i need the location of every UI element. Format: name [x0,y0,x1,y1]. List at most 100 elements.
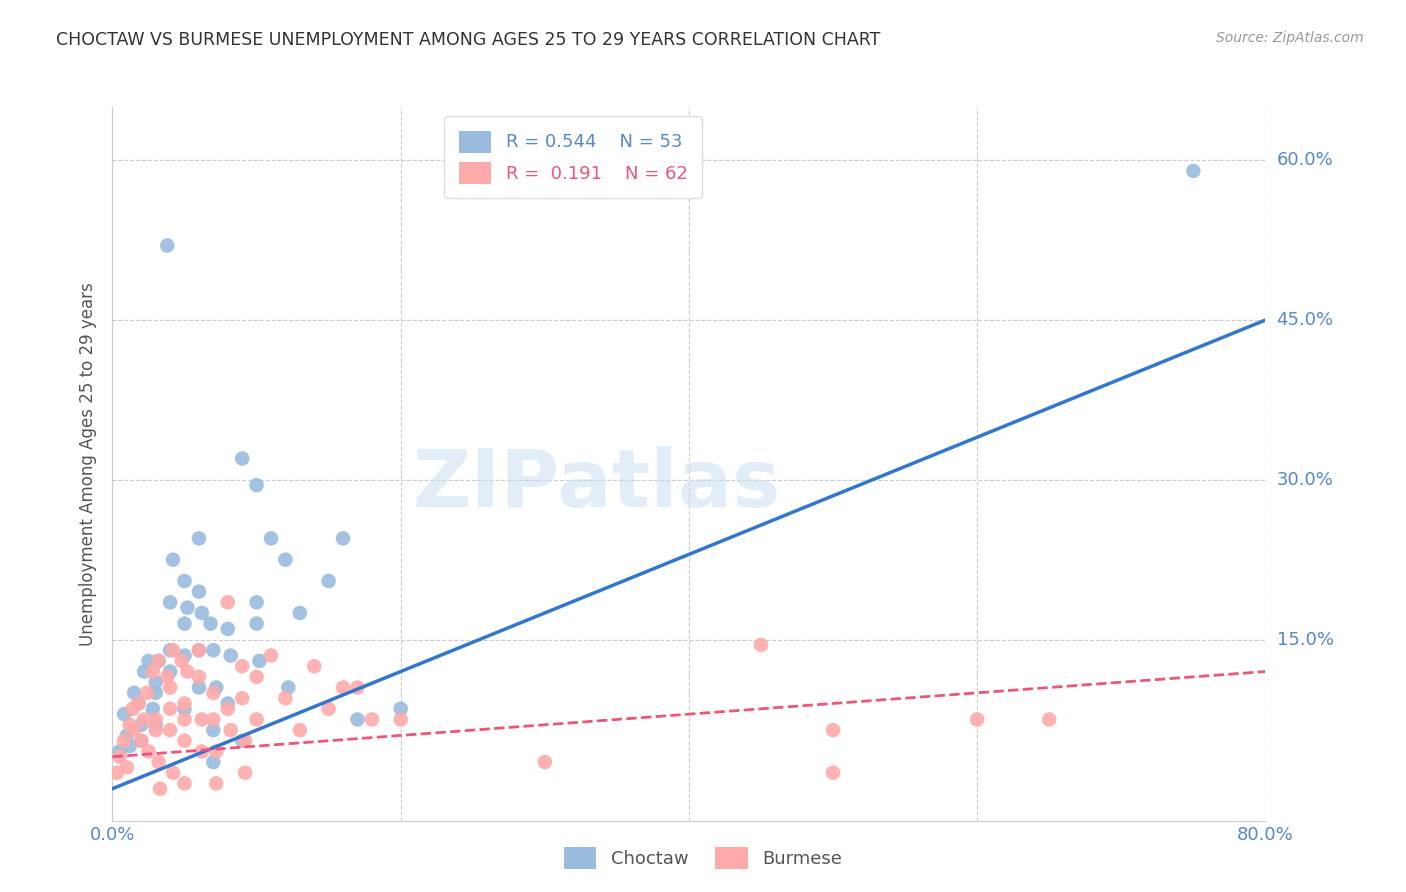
Point [533,755,555,769]
Point [173,574,195,588]
Point [188,643,211,657]
Point [159,665,181,679]
Point [173,648,195,663]
Point [332,532,354,546]
Point [159,643,181,657]
Point [173,713,195,727]
Point [1182,164,1205,178]
Point [389,713,412,727]
Point [173,697,195,711]
Point [188,681,211,695]
Point [115,760,138,774]
Point [205,776,228,790]
Point [217,622,239,636]
Point [274,691,297,706]
Point [219,648,242,663]
Point [156,670,179,684]
Point [176,665,198,679]
Point [389,702,412,716]
Point [127,697,149,711]
Text: 30.0%: 30.0% [1277,471,1333,489]
Point [129,718,153,732]
Point [304,659,326,673]
Point [191,606,214,620]
Point [245,616,267,631]
Text: CHOCTAW VS BURMESE UNEMPLOYMENT AMONG AGES 25 TO 29 YEARS CORRELATION CHART: CHOCTAW VS BURMESE UNEMPLOYMENT AMONG AG… [56,31,880,49]
Y-axis label: Unemployment Among Ages 25 to 29 years: Unemployment Among Ages 25 to 29 years [79,282,97,646]
Point [233,733,256,747]
Point [231,733,253,747]
Text: Source: ZipAtlas.com: Source: ZipAtlas.com [1216,31,1364,45]
Point [188,584,211,599]
Point [191,744,214,758]
Point [118,739,141,753]
Point [129,733,153,747]
Point [217,702,239,716]
Point [112,733,135,747]
Point [288,723,311,738]
Point [346,713,368,727]
Legend: R = 0.544    N = 53, R =  0.191    N = 62: R = 0.544 N = 53, R = 0.191 N = 62 [444,116,702,198]
Point [202,643,225,657]
Point [288,606,311,620]
Point [202,755,225,769]
Point [318,574,340,588]
Point [173,616,195,631]
Point [231,659,253,673]
Point [112,707,135,722]
Point [138,654,160,668]
Text: 60.0%: 60.0% [1277,152,1333,169]
Point [122,723,145,738]
Point [173,776,195,790]
Point [176,600,198,615]
Point [249,654,271,668]
Point [145,718,167,732]
Point [148,654,170,668]
Point [129,733,153,747]
Point [245,595,267,609]
Point [205,744,228,758]
Point [173,733,195,747]
Point [118,718,141,732]
Point [142,665,165,679]
Point [159,595,181,609]
Point [159,702,181,716]
Point [156,238,179,252]
Point [245,478,267,492]
Point [821,723,844,738]
Point [233,765,256,780]
Point [202,713,225,727]
Point [260,532,283,546]
Point [148,755,170,769]
Point [115,728,138,742]
Point [170,654,193,668]
Point [821,765,844,780]
Point [360,713,382,727]
Point [202,686,225,700]
Point [145,713,167,727]
Point [245,713,267,727]
Point [202,723,225,738]
Point [105,765,128,780]
Point [966,713,988,727]
Point [200,616,222,631]
Point [145,675,167,690]
Point [231,451,253,466]
Point [205,681,228,695]
Legend: Choctaw, Burmese: Choctaw, Burmese [555,838,851,879]
Point [217,697,239,711]
Point [245,670,267,684]
Point [108,749,131,764]
Point [145,686,167,700]
Point [149,781,172,796]
Point [159,723,181,738]
Text: 15.0%: 15.0% [1277,631,1333,648]
Point [188,670,211,684]
Point [219,723,242,738]
Point [142,702,165,716]
Point [191,713,214,727]
Point [1038,713,1060,727]
Point [162,552,184,566]
Point [121,702,143,716]
Point [260,648,283,663]
